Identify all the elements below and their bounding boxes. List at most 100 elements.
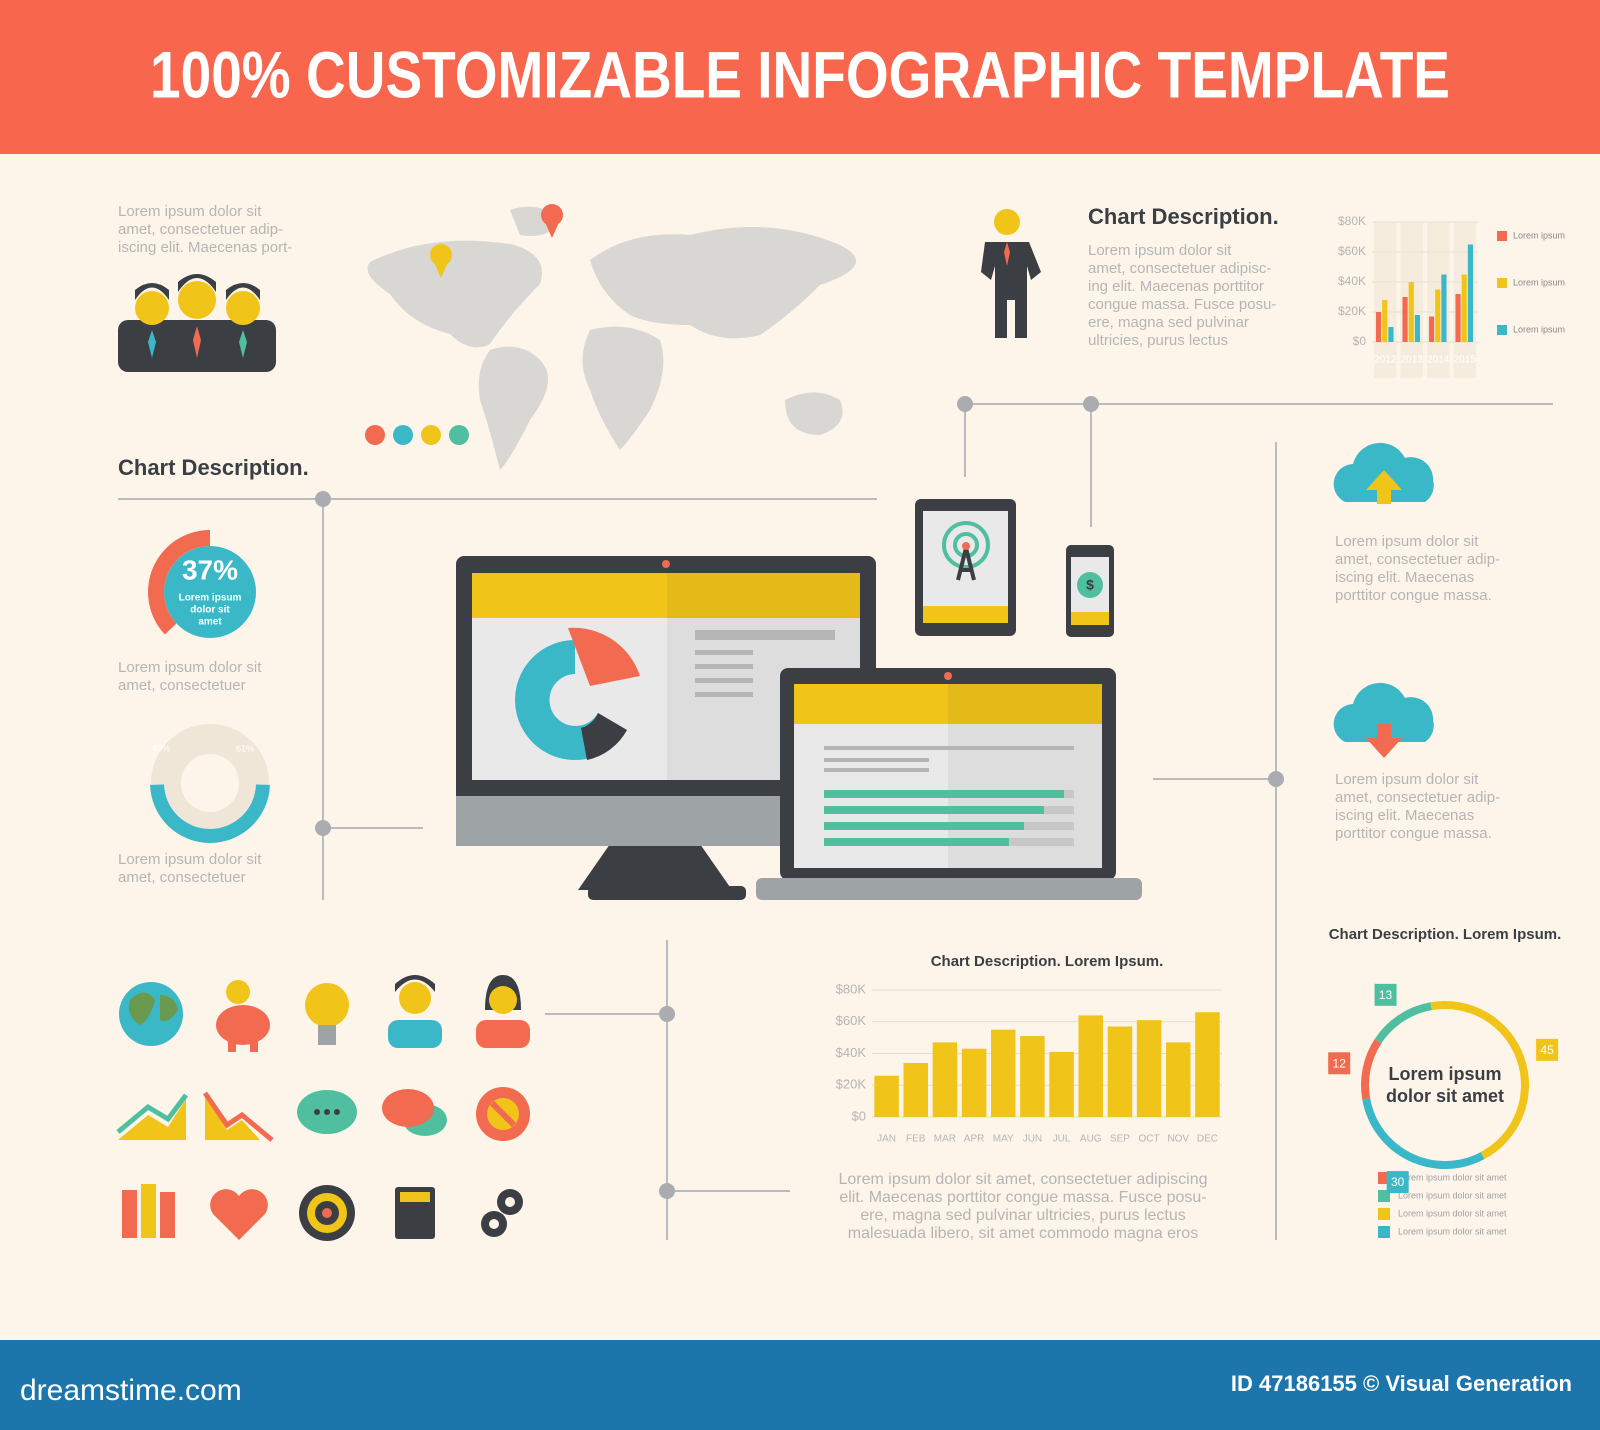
chart-title: Chart Description. Lorem Ipsum. [1329, 926, 1562, 943]
x-tick-label: APR [964, 1134, 985, 1145]
x-tick-label: SEP [1110, 1134, 1130, 1145]
paragraph-line: elit. Maecenas porttitor congue massa. F… [839, 1189, 1206, 1206]
map-pins [365, 204, 563, 445]
cloud-upload-icon [1333, 442, 1434, 504]
header-bar [0, 0, 1600, 154]
paragraph-line: ere, magna sed pulvinar ultricies, purus… [860, 1207, 1186, 1224]
x-tick-label: 2013 [1401, 355, 1424, 366]
legend-swatch [1497, 325, 1507, 335]
paragraph-line: ing elit. Maecenas porttitor [1088, 278, 1264, 295]
bar [1435, 289, 1441, 342]
x-tick-label: DEC [1197, 1134, 1218, 1145]
bar [1136, 1020, 1162, 1117]
bar [1414, 315, 1421, 342]
legend-swatch [1497, 231, 1507, 241]
svg-text:$: $ [1086, 577, 1094, 593]
header-title: 100% CUSTOMIZABLE INFOGRAPHIC TEMPLATE [150, 37, 1450, 111]
y-tick-label: $80K [836, 981, 867, 996]
paragraph-line: amet, consectetuer adip- [1335, 551, 1500, 568]
ring-label-box [1374, 983, 1397, 1006]
y-tick-label: $20K [836, 1077, 867, 1092]
ring-center-text: Lorem ipsum [1388, 1064, 1501, 1084]
bar [961, 1048, 987, 1117]
bar [1078, 1015, 1103, 1117]
ring-label-box [1536, 1038, 1559, 1061]
section-title: Chart Description. [118, 455, 309, 480]
legend-label: Lorem ipsum dolor sit amet [1398, 1226, 1507, 1236]
bar [1166, 1042, 1191, 1117]
ring-segment [150, 784, 270, 844]
ring-segment [1361, 1039, 1382, 1100]
bar [1049, 1051, 1074, 1117]
legend-label: Lorem ipsum [1513, 230, 1565, 240]
legend-label: Lorem ipsum [1513, 324, 1565, 334]
chart-title: Chart Description. Lorem Ipsum. [931, 953, 1164, 970]
icon-grid [116, 975, 530, 1241]
paragraph-line: Lorem ipsum dolor sit [1335, 533, 1479, 550]
bar [1195, 1012, 1220, 1117]
paragraph-line: ultricies, purus lectus [1088, 332, 1228, 349]
x-tick-label: MAY [993, 1134, 1014, 1145]
paragraph-line: malesuada libero, sit amet commodo magna… [848, 1225, 1198, 1242]
legend-label: Lorem ipsum dolor sit amet [1398, 1208, 1507, 1218]
donut-center-text: dolor sit [190, 605, 230, 616]
team-icon [118, 274, 276, 372]
paragraph-line: porttitor congue massa. [1335, 825, 1492, 842]
paragraph-line: amet, consectetuer [118, 677, 246, 694]
bar [1441, 274, 1447, 342]
x-tick-label: FEB [906, 1134, 926, 1145]
paragraph-line: Lorem ipsum dolor sit [118, 659, 262, 676]
x-tick-label: JUL [1053, 1134, 1071, 1145]
x-tick-label: 2014 [1427, 355, 1450, 366]
paragraph-line: iscing elit. Maecenas [1335, 807, 1474, 824]
donut-segment [148, 530, 210, 635]
x-tick-label: MAR [934, 1134, 956, 1145]
footer-site: dreamstime.com [20, 1374, 242, 1407]
ring-center-text: dolor sit amet [1386, 1086, 1504, 1106]
y-tick-label: $0 [1353, 334, 1367, 348]
ring-background [151, 724, 269, 842]
paragraph-line: ere, magna sed pulvinar [1088, 314, 1249, 331]
ring-value-label: 61% [236, 743, 254, 753]
paragraph-line: iscing elit. Maecenas port- [118, 239, 292, 256]
y-tick-label: $0 [852, 1108, 866, 1123]
y-tick-label: $80K [1338, 214, 1366, 228]
ring-value-label: 12 [1333, 1056, 1347, 1070]
paragraph-line: amet, consectetuer adipisc- [1088, 260, 1271, 277]
legend-swatch [1378, 1208, 1390, 1220]
section-title: Chart Description. [1088, 204, 1279, 229]
paragraph-line: amet, consectetuer [118, 869, 246, 886]
businessman-icon [981, 209, 1041, 338]
paragraph-line: amet, consectetuer adip- [1335, 789, 1500, 806]
bar [991, 1029, 1016, 1117]
ring-label-box [1386, 1171, 1409, 1194]
donut-center-text: amet [198, 617, 222, 628]
x-tick-label: 2012 [1374, 355, 1397, 366]
bar [903, 1063, 928, 1117]
y-tick-label: $60K [836, 1013, 867, 1028]
legend-label: Lorem ipsum dolor sit amet [1398, 1172, 1507, 1182]
y-tick-label: $20K [1338, 304, 1366, 318]
x-tick-label: NOV [1167, 1134, 1189, 1145]
bar [1388, 327, 1394, 342]
bar [1455, 294, 1461, 342]
footer-credit: ID 47186155 © Visual Generation [1231, 1371, 1572, 1396]
paragraph-line: Lorem ipsum dolor sit amet, consectetuer… [838, 1171, 1207, 1188]
donut-value-label: 37% [182, 554, 238, 585]
y-tick-label: $60K [1338, 244, 1366, 258]
ring-value-label: 13 [1379, 988, 1393, 1002]
legend-swatch [1378, 1226, 1390, 1238]
bar [1402, 297, 1408, 342]
paragraph-line: porttitor congue massa. [1335, 587, 1492, 604]
ring-segment [1362, 1098, 1485, 1170]
legend-label: Lorem ipsum [1513, 277, 1565, 287]
connectors [118, 396, 1553, 1240]
bar [1375, 312, 1382, 342]
paragraph-line: iscing elit. Maecenas [1335, 569, 1474, 586]
bar [1020, 1036, 1045, 1117]
donut-center-text: Lorem ipsum [179, 593, 242, 604]
world-map [367, 206, 856, 470]
bar [1107, 1026, 1133, 1117]
bar [1408, 282, 1414, 342]
ring-label-box [1328, 1052, 1351, 1075]
